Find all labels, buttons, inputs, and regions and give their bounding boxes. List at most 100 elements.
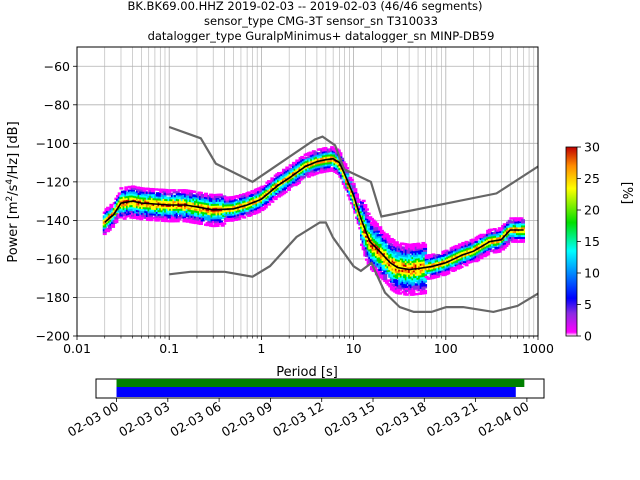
density-cell: [237, 196, 242, 199]
density-cell: [386, 279, 391, 282]
density-cell: [338, 173, 343, 176]
density-cell: [411, 291, 416, 294]
density-cell: [343, 165, 348, 168]
density-cell: [520, 224, 525, 228]
timeline-tick-label: 02-03 18: [373, 399, 429, 440]
density-cell: [487, 230, 492, 234]
density-cell: [162, 194, 167, 198]
density-cell: [109, 203, 114, 207]
density-cell: [328, 150, 333, 153]
density-cell: [423, 249, 428, 252]
density-cell: [379, 274, 384, 277]
density-cell: [318, 148, 323, 151]
density-cell: [208, 197, 213, 200]
density-cell: [424, 258, 429, 261]
density-cell: [182, 216, 187, 219]
density-cell: [441, 252, 446, 256]
density-cell: [262, 207, 267, 210]
density-cell: [383, 273, 388, 277]
density-cell: [416, 244, 421, 247]
density-cell: [135, 209, 140, 212]
timeline-tick-label: 02-03 09: [219, 399, 275, 440]
density-cell: [423, 291, 428, 295]
density-cell: [157, 213, 162, 216]
density-cell: [368, 216, 373, 219]
density-cell: [383, 277, 388, 281]
density-cell: [250, 207, 255, 210]
density-cell: [121, 192, 126, 196]
density-cell: [340, 157, 345, 161]
y-axis-ticks: −200 −180 −160 −140 −120 −100 −80 −60: [36, 59, 77, 344]
density-cell: [520, 219, 525, 222]
density-cell: [396, 251, 401, 254]
density-cell: [320, 168, 325, 172]
density-cell: [194, 221, 199, 225]
density-cell: [511, 223, 516, 226]
density-cell: [515, 219, 520, 222]
density-cell: [272, 193, 277, 196]
density-cell: [273, 195, 278, 199]
density-cell: [436, 253, 441, 257]
density-cell: [326, 167, 331, 171]
density-cell: [423, 286, 428, 289]
density-cell: [283, 190, 288, 194]
y-tick-label: −60: [44, 59, 70, 74]
density-cell: [351, 182, 356, 186]
density-cell: [268, 197, 273, 201]
density-cell: [150, 188, 155, 191]
density-cell: [177, 194, 182, 198]
noise-model-nhnm: [168, 125, 539, 218]
density-cell: [341, 161, 346, 164]
density-cell: [504, 244, 509, 247]
density-cell: [149, 216, 154, 220]
density-cell: [109, 205, 114, 209]
density-cell: [102, 226, 107, 230]
density-cell: [315, 171, 320, 175]
density-cell: [135, 215, 140, 218]
density-cell: [160, 213, 165, 217]
density-cell: [124, 188, 129, 191]
density-cell: [265, 198, 270, 202]
density-cell: [192, 196, 197, 199]
density-cell: [248, 192, 253, 196]
density-cell: [260, 208, 265, 212]
density-cell: [114, 218, 119, 222]
density-cell: [270, 200, 275, 203]
x-tick-label: 1000: [522, 341, 554, 356]
density-cell: [255, 189, 260, 193]
density-cell: [384, 281, 389, 284]
density-cell: [345, 167, 350, 170]
density-cell: [137, 192, 142, 196]
density-cell: [102, 232, 107, 236]
density-cell: [323, 150, 328, 154]
density-cell: [262, 188, 267, 191]
density-cell: [177, 189, 182, 192]
density-cell: [245, 211, 250, 214]
density-cell: [250, 209, 255, 212]
density-cell: [492, 228, 497, 231]
density-cell: [398, 244, 403, 247]
density-cell: [119, 187, 124, 190]
density-cell: [301, 156, 306, 160]
density-cell: [363, 204, 368, 207]
density-cell: [394, 241, 399, 244]
colorbar-tick-label: 20: [584, 203, 600, 218]
density-cell: [506, 240, 511, 244]
timeline-tick-label: 02-03 03: [116, 399, 172, 440]
density-cell: [102, 224, 107, 228]
density-cell: [406, 253, 411, 256]
density-cell: [132, 185, 137, 189]
density-cell: [514, 217, 519, 220]
density-cell: [155, 219, 160, 222]
density-cell: [487, 248, 492, 251]
density-cell: [364, 217, 369, 221]
density-cell: [411, 258, 416, 262]
density-cell: [384, 233, 389, 236]
density-cell: [245, 209, 250, 212]
density-cell: [107, 228, 112, 231]
density-cell: [301, 175, 306, 179]
density-cell: [210, 218, 215, 222]
density-cell: [142, 189, 147, 192]
density-cell: [353, 188, 358, 191]
